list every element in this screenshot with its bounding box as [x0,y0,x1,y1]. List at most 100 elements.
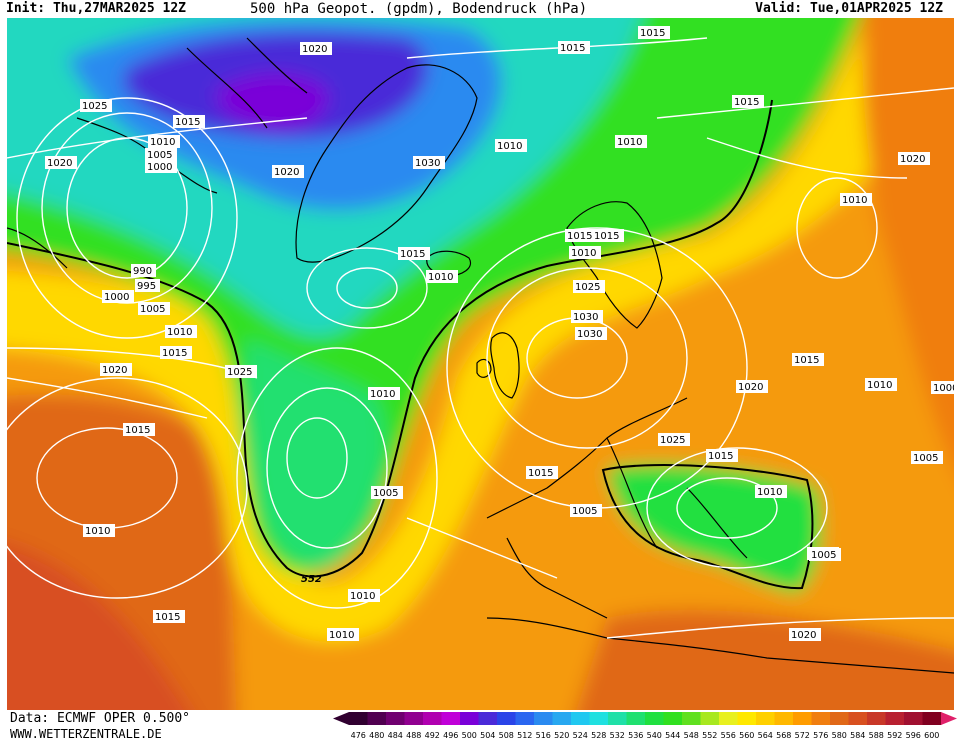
scale-swatch [515,712,535,725]
isobar-label-box [898,152,930,165]
isobar-label-box [426,270,458,283]
isobar-label: 1005 [147,150,172,161]
isobar-label: 1010 [370,389,395,400]
scale-tick-label: 560 [739,731,754,740]
scale-tick-label: 524 [573,731,588,740]
isobar-label-box [558,41,590,54]
isobar-label-box [865,378,897,391]
isobar-label: 1005 [373,488,398,499]
scale-swatch [626,712,646,725]
isobar-label-box [368,387,400,400]
scale-tick-label: 564 [758,731,773,740]
scale-swatch [793,712,812,725]
isobar-label: 1015 [567,231,592,242]
scale-tick-label: 568 [776,731,791,740]
isobar-label: 1010 [167,327,192,338]
scale-tick-label: 548 [684,731,699,740]
scale-swatch [663,712,683,725]
scale-swatch [423,712,442,725]
isobar-label: 1010 [571,248,596,259]
header-bar: Init: Thu,27MAR2025 12Z 500 hPa Geopot. … [0,0,959,20]
isobar-label: 1010 [85,526,110,537]
scale-swatch [756,712,775,725]
isobar-label: 1010 [350,591,375,602]
scale-tick-label: 528 [591,731,606,740]
isobar-labels: 1020 1015 1015 1025 1015 1010 1005 1000 1020 990 9… [45,26,954,641]
scale-tick-label: 516 [536,731,551,740]
isobar-label-box [706,449,738,462]
scale-tick-label: 600 [924,731,939,740]
scale-swatch [737,712,757,725]
scale-tick-label: 552 [702,731,717,740]
website-label: WWW.WETTERZENTRALE.DE [10,727,162,741]
scale-swatch [811,712,831,725]
scale-swatch [682,712,701,725]
scale-swatch [349,712,368,725]
scale-tick-label: 540 [647,731,662,740]
map-canvas: 1020 1015 1015 1025 1015 1010 1005 1000 1020 990 9… [7,18,954,710]
isobar-label-box [83,524,115,537]
scale-tick-label: 588 [869,731,884,740]
scale-tick-label: 520 [554,731,569,740]
footer-bar: Data: ECMWF OPER 0.500° WWW.WETTERZENTRA… [0,710,959,741]
scale-tick-label: 596 [906,731,921,740]
isobar-label: 1005 [913,453,938,464]
isobar-label: 1015 [734,97,759,108]
scale-swatch [441,712,461,725]
isobar-label: 1015 [175,117,200,128]
scale-tick-label: 504 [480,731,495,740]
isobar-label-box [573,280,605,293]
isobar-label: 1005 [572,506,597,517]
isobar-label-box [135,279,160,292]
scale-swatch [867,712,886,725]
scale-swatch [922,712,942,725]
scale-tick-label: 480 [369,731,384,740]
isobar-label-box [123,423,155,436]
scale-swatch [719,712,738,725]
isobar-label-box [736,380,768,393]
isobar-label: 1015 [400,249,425,260]
isobar-label: 1030 [573,312,598,323]
isobar-label: 995 [137,281,156,292]
scale-tick-label: 576 [813,731,828,740]
scale-tick-label: 488 [406,731,421,740]
geopotential-field [7,18,954,710]
scale-swatch [774,712,794,725]
isobar-label-box [789,628,821,641]
isobar-label: 1015 [794,355,819,366]
scale-swatch [497,712,516,725]
isobar-label: 990 [133,266,152,277]
isobar-label: 1010 [497,141,522,152]
isobar-label-box [160,346,192,359]
isobar-label-box [809,548,841,561]
isobar-label: 1020 [900,154,925,165]
isobar-label-box [100,363,132,376]
isobar-label: 1000 [933,383,954,394]
isobar-label: 1015 [162,348,187,359]
isobar-label-box [840,193,872,206]
isobar-label-box [371,486,403,499]
scale-tick-label: 500 [462,731,477,740]
scale-swatch [534,712,553,725]
map-title: 500 hPa Geopot. (gpdm), Bodendruck (hPa) [250,1,588,17]
isobar-label: 1010 [842,195,867,206]
isobar-label: 1015 [155,612,180,623]
contour-552-label: 552 [301,574,322,585]
scale-tick-label: 572 [795,731,810,740]
isobar-label-box [732,95,764,108]
isobar-label-box [495,139,527,152]
isobar-label-box [131,264,156,277]
scale-swatch [589,712,609,725]
isobar-label: 1020 [274,167,299,178]
isobar-label-box [348,589,380,602]
isobar-label: 1025 [660,435,685,446]
data-source-label: Data: ECMWF OPER 0.500° [10,711,191,726]
isobar-label-box [658,433,690,446]
isobar-label-box [569,246,601,259]
isobar-label-box [145,160,177,173]
isobar-label: 1020 [791,630,816,641]
scale-left-arrow [333,712,349,725]
isobar-label: 1020 [47,158,72,169]
isobar-label-box [327,628,359,641]
scale-tick-label: 508 [499,731,514,740]
